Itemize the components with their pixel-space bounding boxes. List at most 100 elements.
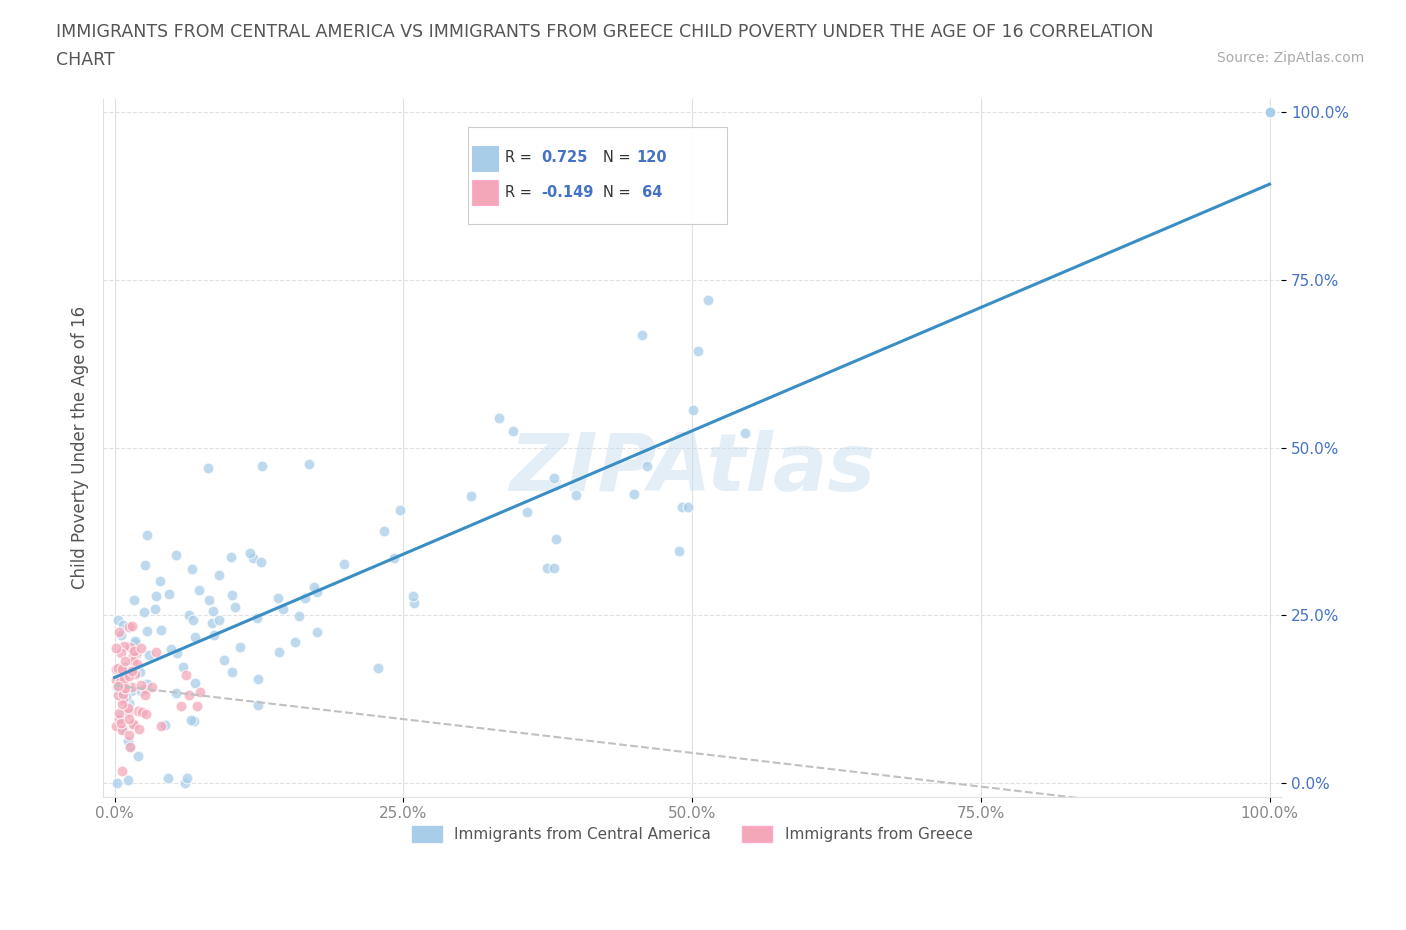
Point [546, 532, 568, 547]
Point [302, 579, 325, 594]
Point [682, 403, 704, 418]
Point [536, 560, 558, 575]
Point [121, 664, 143, 679]
Point [172, 659, 194, 674]
Point [166, 685, 188, 700]
Point [221, 588, 243, 603]
Point [208, 612, 231, 627]
Point [124, 592, 146, 607]
Point [122, 644, 145, 658]
Point [127, 704, 149, 719]
Point [460, 489, 482, 504]
Point [108, 711, 131, 726]
Point [697, 292, 720, 307]
Point [125, 646, 148, 661]
Point [630, 327, 652, 342]
Point [373, 524, 395, 538]
Point [122, 717, 145, 732]
Point [166, 645, 188, 660]
Point [112, 687, 135, 702]
Point [115, 689, 138, 704]
Point [174, 668, 197, 683]
Point [107, 660, 129, 675]
Point [1258, 105, 1281, 120]
Point [114, 659, 136, 674]
Point [107, 688, 129, 703]
Point [112, 692, 135, 707]
Point [170, 698, 193, 713]
Point [107, 679, 129, 694]
Point [110, 683, 132, 698]
Point [131, 704, 153, 719]
Point [134, 604, 156, 619]
Point [129, 678, 152, 693]
Point [104, 662, 127, 677]
Point [108, 624, 131, 639]
Point [110, 627, 132, 642]
Point [134, 687, 156, 702]
Point [117, 773, 139, 788]
Point [246, 671, 269, 686]
Point [118, 727, 141, 742]
Point [111, 696, 134, 711]
Point [143, 601, 166, 616]
Point [108, 683, 131, 698]
Point [186, 698, 208, 713]
Point [1258, 105, 1281, 120]
Point [149, 574, 172, 589]
Point [208, 568, 231, 583]
Point [543, 561, 565, 576]
Point [388, 502, 411, 517]
Point [118, 738, 141, 753]
Point [176, 770, 198, 785]
Point [121, 716, 143, 731]
Point [145, 589, 167, 604]
Point [157, 587, 180, 602]
Point [114, 681, 136, 696]
Point [136, 528, 159, 543]
Text: Source: ZipAtlas.com: Source: ZipAtlas.com [1216, 51, 1364, 65]
Point [121, 680, 143, 695]
Point [488, 410, 510, 425]
Point [124, 667, 146, 682]
Point [367, 661, 389, 676]
Point [1258, 105, 1281, 120]
Point [110, 710, 132, 724]
Point [105, 680, 128, 695]
Point [382, 551, 405, 565]
Point [135, 624, 157, 639]
Point [516, 504, 538, 519]
Point [127, 749, 149, 764]
Point [165, 548, 187, 563]
Point [502, 423, 524, 438]
Point [402, 595, 425, 610]
Point [229, 640, 252, 655]
Point [117, 700, 139, 715]
Text: CHART: CHART [56, 51, 115, 69]
Point [183, 713, 205, 728]
Point [402, 589, 425, 604]
Point [135, 707, 157, 722]
Point [183, 675, 205, 690]
Point [129, 684, 152, 698]
Point [108, 674, 131, 689]
Point [107, 613, 129, 628]
Point [141, 680, 163, 695]
Point [212, 652, 235, 667]
Point [111, 723, 134, 737]
Point [125, 657, 148, 671]
Point [224, 599, 246, 614]
Point [1258, 105, 1281, 120]
Point [202, 604, 225, 618]
Point [150, 719, 173, 734]
Point [1258, 105, 1281, 120]
Point [332, 557, 354, 572]
Point [112, 671, 135, 686]
Point [183, 613, 205, 628]
Point [114, 681, 136, 696]
Point [1258, 105, 1281, 120]
Point [271, 602, 294, 617]
Point [297, 457, 319, 472]
Point [202, 627, 225, 642]
Point [128, 722, 150, 737]
